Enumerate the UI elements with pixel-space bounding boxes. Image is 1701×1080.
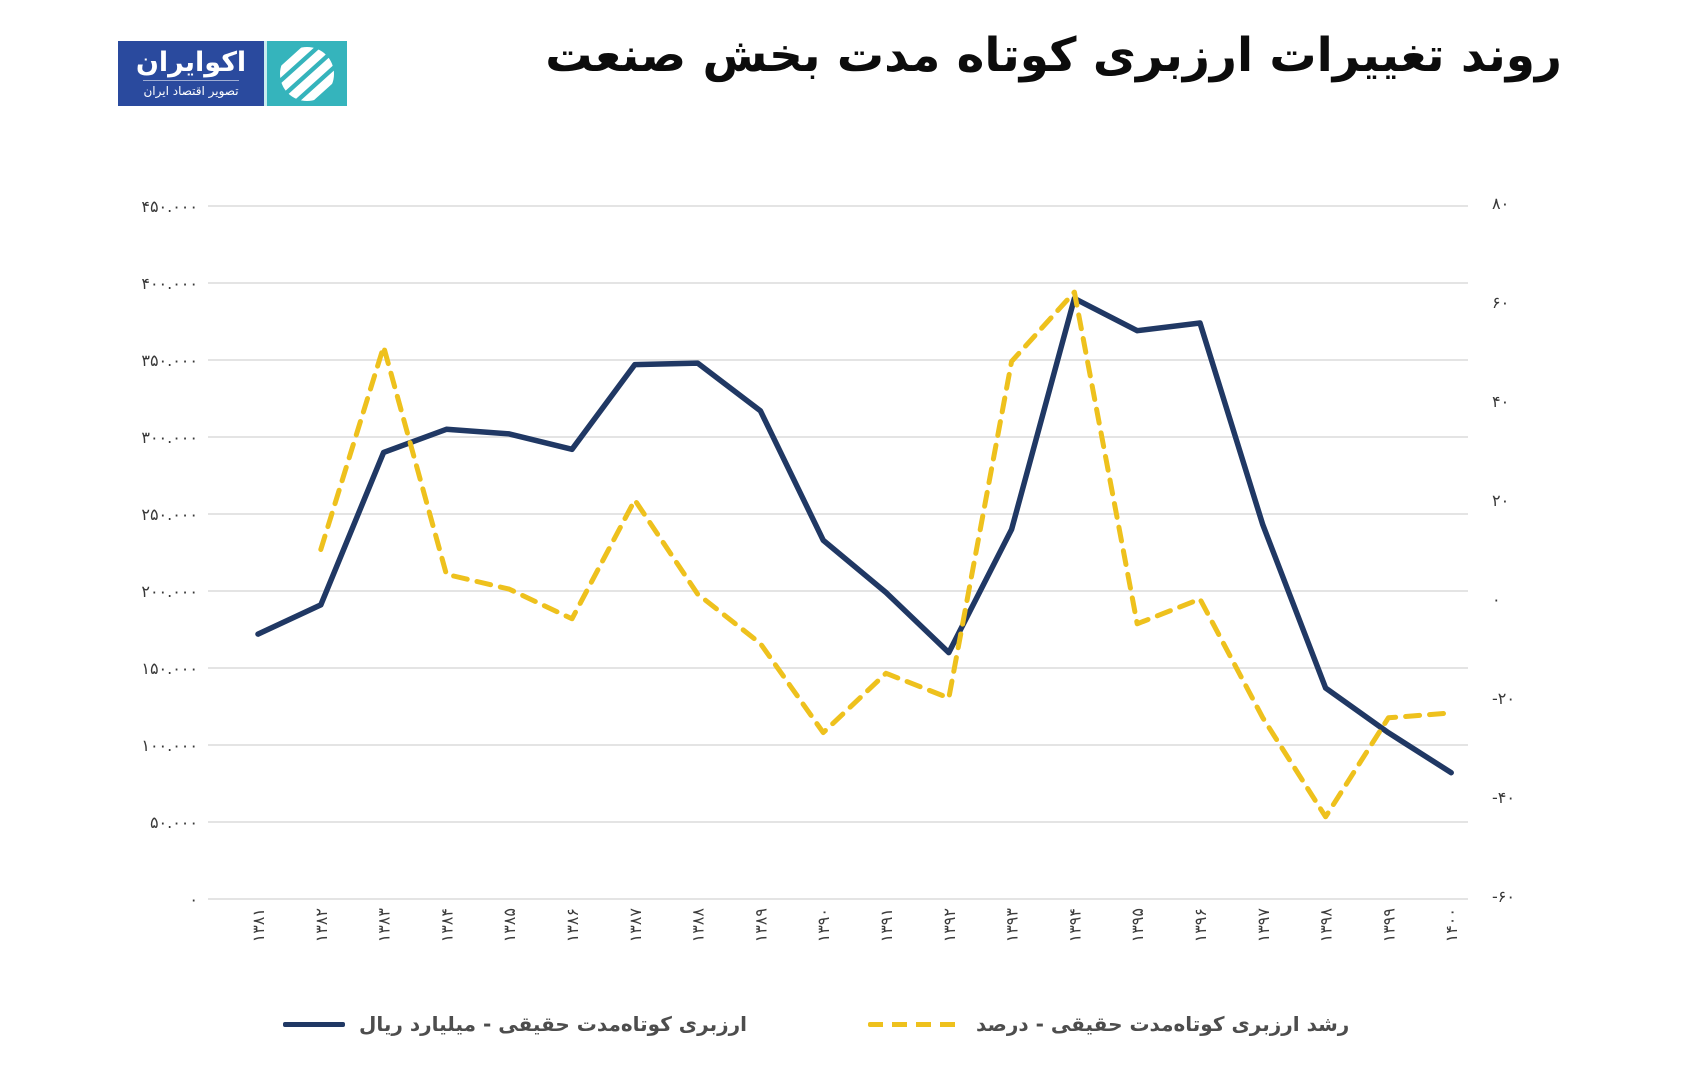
left-axis-tick-label: ۱۰۰.۰۰۰ xyxy=(141,736,198,755)
x-axis-year-label: ۱۳۹۶ xyxy=(1191,908,1210,942)
navy-line-swatch-icon xyxy=(283,1021,345,1027)
page-title: روند تغییرات ارزبری کوتاه مدت بخش صنعت xyxy=(545,28,1563,83)
ecoiran-logo: اکوایران تصویر اقتصاد ایران xyxy=(118,41,347,106)
left-axis-tick-label: ۵۰.۰۰۰ xyxy=(150,813,198,832)
left-axis-tick-label: ۴۰۰.۰۰۰ xyxy=(141,274,198,293)
x-axis-year-label: ۱۳۸۲ xyxy=(312,908,331,942)
x-axis-year-label: ۱۳۹۸ xyxy=(1317,908,1336,943)
left-axis-tick-label: ۲۵۰.۰۰۰ xyxy=(141,505,198,524)
legend-label-value-series: ارزبری کوتاه‌مدت حقیقی - میلیارد ریال xyxy=(359,1012,747,1036)
logo-emblem-block xyxy=(264,41,347,106)
x-axis-year-label: ۱۳۸۶ xyxy=(563,908,582,942)
x-axis-year-label: ۱۳۹۱ xyxy=(877,908,896,942)
right-axis-tick-label: -۴۰ xyxy=(1492,788,1515,807)
x-axis-year-label: ۱۳۸۸ xyxy=(689,908,708,943)
left-axis-tick-label: ۳۰۰.۰۰۰ xyxy=(141,428,198,447)
x-axis-year-label: ۱۳۸۵ xyxy=(500,908,519,942)
left-axis-tick-label: ۳۵۰.۰۰۰ xyxy=(141,351,198,370)
right-axis-tick-label: ۰ xyxy=(1492,590,1501,609)
series-line-1-dashed xyxy=(318,289,1454,820)
x-axis-year-label: ۱۳۹۹ xyxy=(1379,908,1398,942)
right-axis-tick-label: -۶۰ xyxy=(1492,887,1515,906)
x-axis-year-label: ۱۳۹۵ xyxy=(1128,908,1147,942)
logo-tagline: تصویر اقتصاد ایران xyxy=(143,80,239,98)
x-axis-year-label: ۱۴۰۰ xyxy=(1442,908,1461,942)
left-axis-tick-label: ۱۵۰.۰۰۰ xyxy=(141,659,198,678)
logo-text-block: اکوایران تصویر اقتصاد ایران xyxy=(118,41,264,106)
left-axis-tick-label: ۰ xyxy=(189,890,198,909)
legend-item-growth-series: رشد ارزبری کوتاه‌مدت حقیقی - درصد xyxy=(868,1006,1349,1042)
x-axis-year-label: ۱۳۸۹ xyxy=(751,908,770,942)
legend-item-value-series: ارزبری کوتاه‌مدت حقیقی - میلیارد ریال xyxy=(283,1006,747,1042)
x-axis-year-label: ۱۳۹۴ xyxy=(1065,908,1084,942)
right-axis-tick-label: ۴۰ xyxy=(1492,392,1509,411)
x-axis-year-label: ۱۳۹۷ xyxy=(1254,908,1273,943)
x-axis-year-label: ۱۳۹۰ xyxy=(814,908,833,942)
right-axis-tick-label: ۲۰ xyxy=(1492,491,1509,510)
x-axis-year-label: ۱۳۹۲ xyxy=(940,908,959,942)
right-axis-tick-label: ۸۰ xyxy=(1492,194,1509,213)
x-axis-year-label: ۱۳۸۷ xyxy=(626,908,645,943)
ecoiran-swoosh-icon xyxy=(280,46,334,101)
x-axis-year-label: ۱۳۸۴ xyxy=(437,908,456,942)
left-axis-tick-label: ۲۰۰.۰۰۰ xyxy=(141,582,198,601)
yellow-dashed-swatch-icon xyxy=(868,1021,962,1027)
x-axis-year-label: ۱۳۹۳ xyxy=(1003,908,1022,943)
x-axis-year-label: ۱۳۸۱ xyxy=(249,908,268,942)
logo-name: اکوایران xyxy=(135,47,247,78)
x-axis-year-label: ۱۳۸۳ xyxy=(375,908,394,943)
right-axis-tick-label: ۶۰ xyxy=(1492,293,1509,312)
series-line-0-solid xyxy=(255,295,1454,776)
legend-label-growth-series: رشد ارزبری کوتاه‌مدت حقیقی - درصد xyxy=(976,1012,1350,1036)
left-axis-tick-label: ۴۵۰.۰۰۰ xyxy=(141,197,198,216)
right-axis-tick-label: -۲۰ xyxy=(1492,689,1515,708)
